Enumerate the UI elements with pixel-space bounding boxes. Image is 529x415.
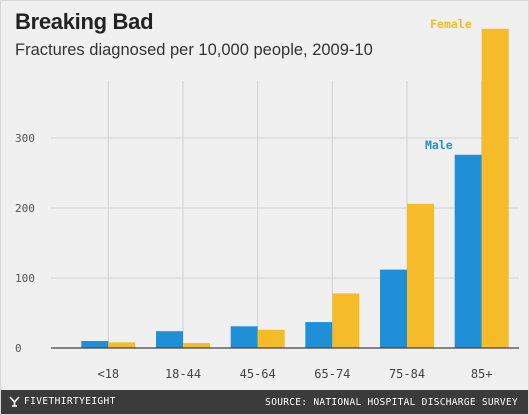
bar-male <box>380 269 407 348</box>
fivethirtyeight-logo-icon <box>9 396 20 407</box>
bar-male <box>230 326 258 348</box>
x-tick-label: 18-44 <box>165 367 201 381</box>
bar-female <box>332 293 360 348</box>
x-tick-label: 85+ <box>471 367 493 381</box>
x-tick-label: 45-64 <box>240 367 276 381</box>
bar-female <box>407 203 434 348</box>
brand-label: FIVETHIRTYEIGHT <box>24 396 116 407</box>
x-tick-label: <18 <box>97 367 119 381</box>
y-tick-label: 100 <box>15 272 35 285</box>
y-tick-label: 200 <box>15 202 35 215</box>
bar-male <box>305 322 333 348</box>
bar-female <box>108 342 136 348</box>
series-label-male: Male <box>425 138 453 152</box>
series-label-female: Female <box>430 17 472 31</box>
y-tick-label: 0 <box>15 342 22 355</box>
bar-chart: 0 100 200 300 <18 18-44 45-64 65-74 75-84 85+ Male… <box>15 17 519 381</box>
bar-female <box>183 343 210 348</box>
chart-subtitle: Fractures diagnosed per 10,000 people, 2… <box>15 41 373 59</box>
x-tick-label: 65-74 <box>314 367 350 381</box>
bar-female <box>481 28 509 349</box>
footer-bar: FIVETHIRTYEIGHT SOURCE: NATIONAL HOSPITA… <box>1 390 528 414</box>
chart-title: Breaking Bad <box>15 9 154 34</box>
bar-female <box>257 329 285 348</box>
bar-male <box>156 331 183 348</box>
x-tick-label: 75-84 <box>389 367 425 381</box>
y-tick-label: 300 <box>15 132 35 145</box>
bar-male <box>454 154 482 348</box>
brand: FIVETHIRTYEIGHT <box>9 396 116 407</box>
bar-male <box>81 341 109 348</box>
source-note: SOURCE: NATIONAL HOSPITAL DISCHARGE SURV… <box>265 397 518 408</box>
